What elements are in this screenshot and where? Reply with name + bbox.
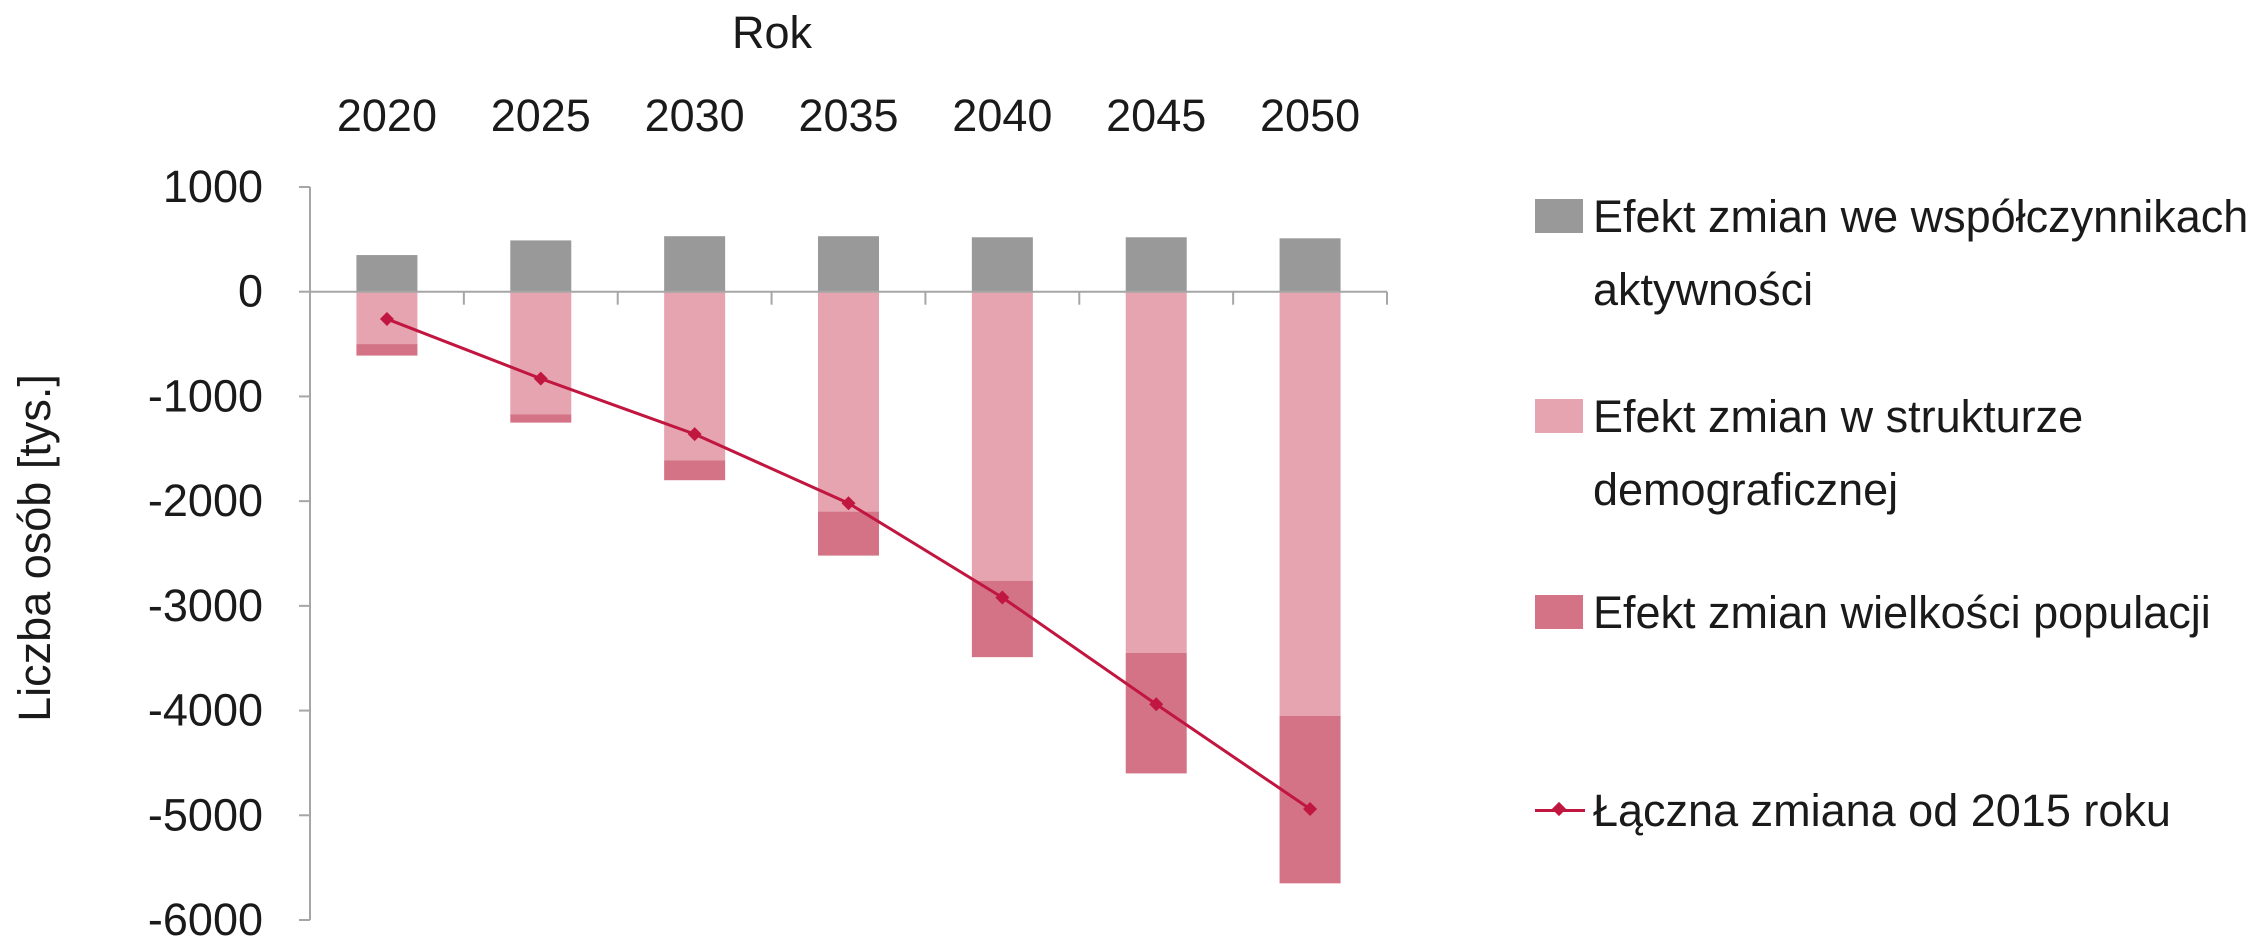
x-tick-label-2030: 2030 (645, 90, 745, 141)
axes-layer (299, 186, 1388, 921)
labels-layer: 1000 0 -1000 -2000 -3000 -4000 -5000 -6000 2020 2… (148, 90, 1360, 940)
total-change-point-2035 (841, 496, 856, 511)
legend-swatch-structure (1535, 399, 1583, 433)
y-tick-label--1000: -1000 (148, 370, 263, 421)
y-tick-label--3000: -3000 (148, 580, 263, 631)
total-change-point-2025 (533, 371, 548, 386)
bar-s2-2035 (818, 511, 879, 556)
y-tick-label-1000: 1000 (163, 161, 263, 212)
bar-s1-2025 (510, 291, 572, 415)
y-tick-label--4000: -4000 (148, 685, 263, 736)
x-tick-label-2020: 2020 (337, 90, 437, 141)
bar-s2-2050 (1279, 715, 1341, 884)
legend-item-total: Łączna zmiana od 2015 roku (1535, 774, 2253, 847)
y-tick-label--5000: -5000 (148, 789, 263, 840)
total-change-point-2050 (1303, 802, 1318, 817)
bar-s0-2040 (971, 237, 1033, 292)
bar-s1-2040 (971, 291, 1033, 581)
y-tick-label--6000: -6000 (148, 894, 263, 940)
bar-s0-2020 (356, 255, 418, 292)
bar-s0-2050 (1279, 238, 1341, 292)
bar-s2-2030 (664, 460, 726, 481)
legend-swatch-activity (1535, 199, 1583, 233)
legend-label-population: Efekt zmian wielkości populacji (1593, 587, 2211, 638)
bar-s1-2045 (1125, 291, 1187, 653)
x-tick-label-2040: 2040 (952, 90, 1052, 141)
x-tick-label-2050: 2050 (1260, 90, 1360, 141)
bar-s2-2025 (510, 414, 572, 423)
total-change-point-2045 (1149, 697, 1164, 712)
bar-s0-2045 (1125, 237, 1187, 292)
bar-s2-2020 (356, 344, 418, 356)
bar-s1-2050 (1279, 291, 1341, 716)
line-layer (379, 311, 1318, 817)
x-tick-label-2035: 2035 (798, 90, 898, 141)
bars-layer (356, 236, 1341, 884)
bar-s1-2035 (818, 291, 879, 512)
x-tick-label-2025: 2025 (491, 90, 591, 141)
legend-label-structure: Efekt zmian w strukturze demograficznej (1593, 391, 2084, 515)
legend-swatch-population (1535, 595, 1583, 629)
total-change-point-2040 (995, 590, 1010, 605)
total-change-point-2030 (687, 427, 702, 442)
x-axis-title: Rok (732, 7, 813, 58)
x-tick-label-2045: 2045 (1106, 90, 1206, 141)
bar-s0-2025 (510, 240, 572, 292)
y-axis-title: Liczba osób [tys.] (9, 374, 60, 722)
legend-item-activity: Efekt zmian we współczynnikach aktywnośc… (1535, 180, 2253, 326)
legend-label-activity: Efekt zmian we współczynnikach aktywnośc… (1593, 191, 2249, 315)
legend-label-total: Łączna zmiana od 2015 roku (1593, 785, 2171, 836)
legend-swatch-total (1535, 793, 1585, 827)
bar-s0-2030 (664, 236, 726, 292)
bar-s0-2035 (818, 236, 879, 292)
y-tick-label--2000: -2000 (148, 475, 263, 526)
bar-s2-2045 (1125, 652, 1187, 774)
total-change-point-2020 (379, 311, 394, 326)
y-tick-label-0: 0 (238, 266, 263, 317)
legend-item-population: Efekt zmian wielkości populacji (1535, 576, 2253, 649)
legend-item-structure: Efekt zmian w strukturze demograficznej (1535, 380, 2253, 526)
